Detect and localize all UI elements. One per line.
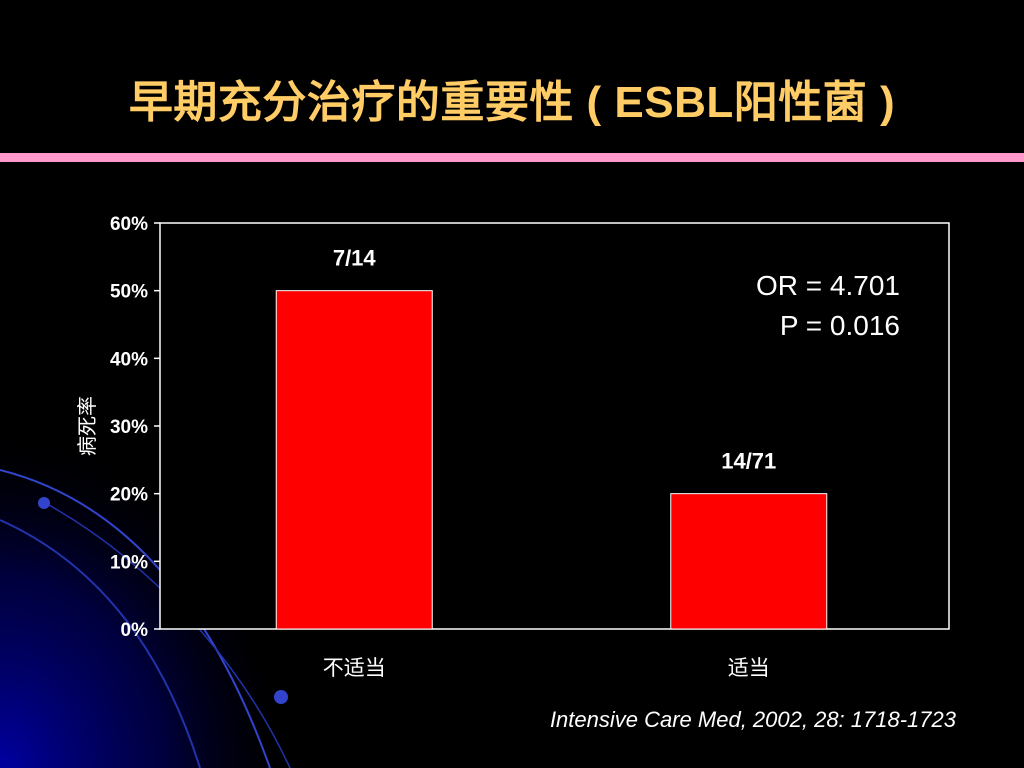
deco-dot-2 (274, 690, 288, 704)
bar-data-label: 14/71 (721, 449, 776, 474)
y-tick-label: 40% (110, 349, 148, 370)
y-tick-label: 20% (110, 485, 148, 506)
bars (275, 290, 828, 630)
deco-curve-1 (0, 469, 271, 768)
bar-2 (670, 493, 828, 630)
x-category-label: 不适当 (323, 656, 386, 680)
y-tick-label: 50% (110, 282, 148, 303)
y-tick-label: 10% (110, 552, 148, 573)
y-tick-label: 30% (110, 417, 148, 438)
title-divider (0, 153, 1024, 162)
bar-labels: 7/14 不适当 14/71 适当 (323, 246, 777, 680)
citation: Intensive Care Med, 2002, 28: 1718-1723 (549, 707, 956, 732)
slide-title: 早期充分治疗的重要性 ( ESBL阳性菌 ) (128, 78, 896, 127)
y-axis-label: 病死率 (75, 396, 99, 456)
bar-1 (275, 290, 433, 630)
y-tick-label: 0% (121, 620, 149, 641)
p-value-text: P = 0.016 (779, 310, 900, 341)
odds-ratio-text: OR = 4.701 (756, 270, 900, 301)
deco-dot-1 (38, 497, 50, 509)
corner-glow (0, 420, 300, 768)
statistics-box: OR = 4.701 P = 0.016 (756, 266, 900, 346)
y-tick-label: 60% (110, 214, 148, 235)
x-category-label: 适当 (728, 656, 770, 680)
deco-curve-2 (0, 519, 201, 768)
y-axis: 0% 10% 20% 30% 40% 50% 60% (110, 214, 160, 641)
bar-data-label: 7/14 (333, 246, 377, 271)
